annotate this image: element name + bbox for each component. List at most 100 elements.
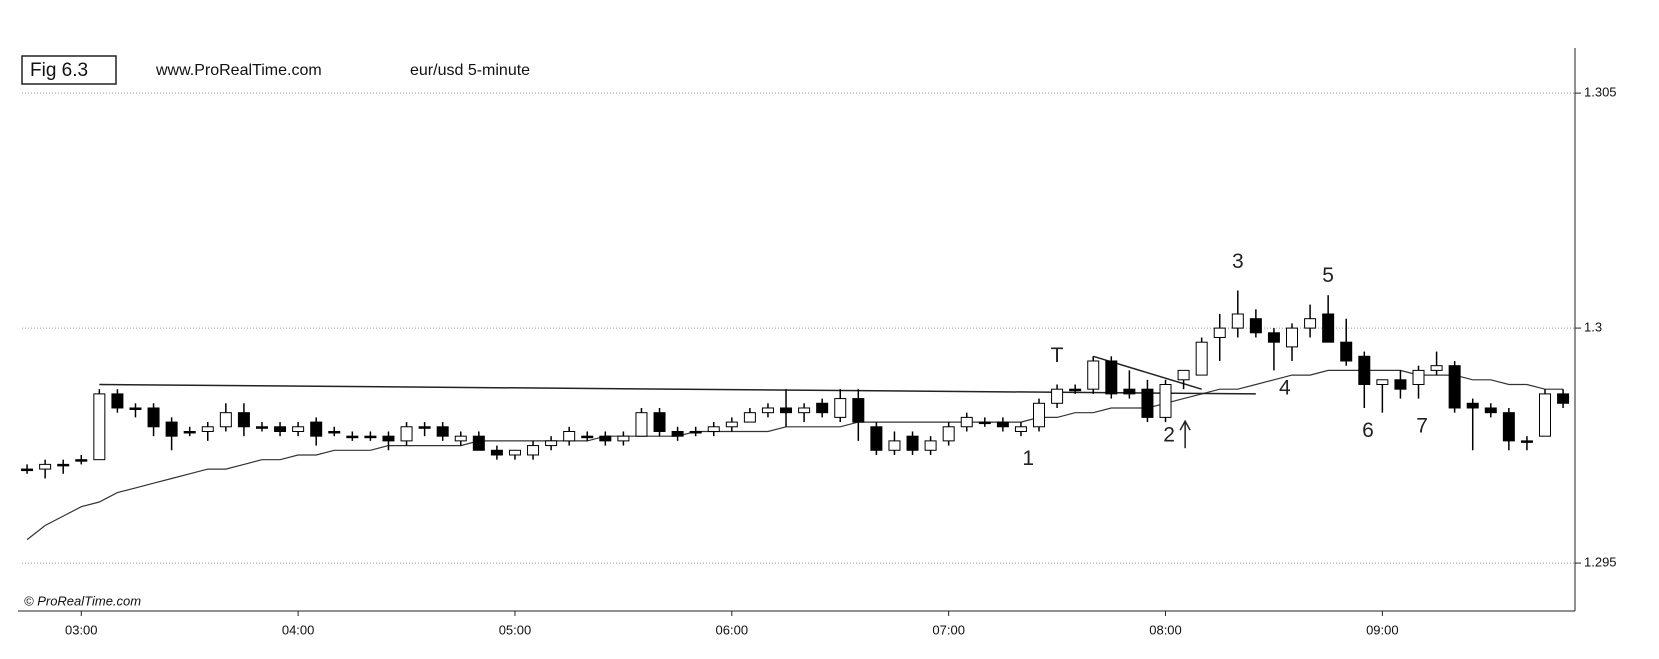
candle-body bbox=[183, 430, 196, 434]
candle-body bbox=[111, 393, 124, 409]
candle-body bbox=[653, 412, 666, 432]
annotation: 2 bbox=[1163, 424, 1175, 447]
x-tick-label: 09:00 bbox=[1366, 622, 1399, 637]
candle-body bbox=[743, 412, 756, 423]
candle-body bbox=[75, 459, 88, 462]
candle-body bbox=[1249, 318, 1262, 334]
candle-body bbox=[888, 440, 901, 451]
figure-label: Fig 6.3 bbox=[30, 60, 88, 81]
candle-body bbox=[599, 435, 612, 442]
candle-body bbox=[508, 449, 521, 456]
candle-body bbox=[1195, 341, 1208, 376]
candle-body bbox=[346, 435, 359, 439]
candle-body bbox=[1069, 388, 1082, 392]
candle-body bbox=[1358, 355, 1371, 385]
candle-body bbox=[635, 412, 648, 437]
candle-body bbox=[1557, 393, 1570, 404]
candle-body bbox=[1231, 313, 1244, 329]
candle-body bbox=[527, 445, 540, 456]
annotation: 5 bbox=[1322, 264, 1334, 287]
candle-body bbox=[1033, 402, 1046, 428]
candle-body bbox=[418, 426, 431, 429]
candle-body bbox=[780, 407, 793, 414]
candle-body bbox=[1105, 360, 1118, 395]
candle-body bbox=[689, 430, 702, 434]
trendline bbox=[99, 383, 1256, 395]
candle-body bbox=[310, 421, 323, 437]
candle-body bbox=[1448, 365, 1461, 409]
candle-body bbox=[1087, 360, 1100, 390]
candle-body bbox=[725, 421, 738, 428]
candle-body bbox=[1484, 407, 1497, 414]
y-tick-label: 1.295 bbox=[1584, 555, 1617, 570]
candle-body bbox=[147, 407, 160, 428]
candle-body bbox=[707, 426, 720, 432]
candle-body bbox=[617, 435, 630, 442]
x-tick-label: 04:00 bbox=[282, 622, 315, 637]
annotation: 4 bbox=[1279, 377, 1291, 400]
annotation-arrow-head bbox=[1179, 419, 1191, 431]
candle-body bbox=[255, 426, 268, 429]
x-tick-label: 05:00 bbox=[499, 622, 532, 637]
candle-body bbox=[834, 398, 847, 418]
watermark: © ProRealTime.com bbox=[24, 593, 141, 608]
candle-body bbox=[39, 463, 52, 470]
annotation: 3 bbox=[1232, 250, 1244, 273]
moving-average bbox=[26, 369, 1564, 541]
x-tick-label: 07:00 bbox=[932, 622, 965, 637]
chart-title: eur/usd 5-minute bbox=[410, 62, 530, 79]
candle-body bbox=[472, 435, 485, 451]
y-tick-label: 1.305 bbox=[1584, 85, 1617, 100]
x-tick-label: 08:00 bbox=[1149, 622, 1182, 637]
annotation: 7 bbox=[1416, 414, 1428, 437]
candle-body bbox=[57, 463, 70, 467]
figure-label-box bbox=[21, 55, 117, 85]
source: www.ProRealTime.com bbox=[155, 62, 322, 79]
candle-body bbox=[274, 426, 287, 432]
candle-body bbox=[852, 398, 865, 423]
annotation: 1 bbox=[1022, 447, 1034, 470]
candle-body bbox=[1159, 383, 1172, 418]
candle-body bbox=[201, 426, 214, 432]
annotation: 6 bbox=[1362, 419, 1374, 442]
candle-body bbox=[1539, 393, 1552, 437]
candle-body bbox=[1394, 379, 1407, 390]
candle-body bbox=[1286, 327, 1299, 348]
candle-body bbox=[1304, 318, 1317, 329]
candle-body bbox=[400, 426, 413, 442]
candle-body bbox=[490, 449, 503, 456]
candle-body bbox=[1376, 379, 1389, 385]
candle-body bbox=[382, 435, 395, 442]
candle-body bbox=[1502, 412, 1515, 442]
candle-body bbox=[1430, 365, 1443, 371]
candle-body bbox=[1213, 327, 1226, 338]
candle-body bbox=[129, 407, 142, 410]
candle-body bbox=[1412, 369, 1425, 385]
candle-body bbox=[563, 430, 576, 442]
candle-body bbox=[292, 426, 305, 432]
candle-body bbox=[816, 402, 829, 414]
candle-body bbox=[671, 430, 684, 437]
candle-body bbox=[798, 407, 811, 414]
candle-body bbox=[942, 426, 955, 442]
candle-body bbox=[761, 407, 774, 414]
candle-body bbox=[1123, 388, 1136, 395]
candle-body bbox=[870, 426, 883, 451]
candle-body bbox=[21, 468, 34, 472]
candle-body bbox=[1466, 402, 1479, 409]
candle-body bbox=[237, 412, 250, 428]
candle-body bbox=[93, 393, 106, 461]
candle-body bbox=[960, 416, 973, 428]
x-tick-label: 03:00 bbox=[65, 622, 98, 637]
candle-body bbox=[1141, 388, 1154, 418]
candle-body bbox=[906, 435, 919, 451]
annotation: T bbox=[1051, 344, 1064, 367]
x-tick-label: 06:00 bbox=[716, 622, 749, 637]
candle-body bbox=[364, 435, 377, 439]
candle-body bbox=[219, 412, 232, 428]
candle-body bbox=[545, 440, 558, 447]
candle-body bbox=[978, 421, 991, 425]
candle-body bbox=[1014, 426, 1027, 432]
candle-body bbox=[328, 430, 341, 434]
